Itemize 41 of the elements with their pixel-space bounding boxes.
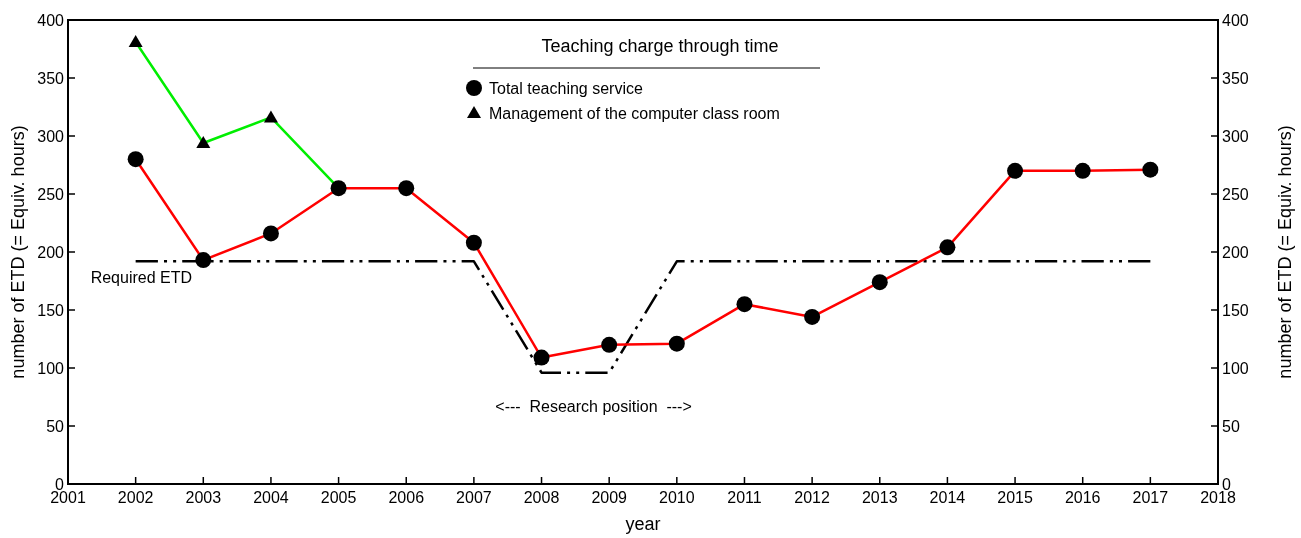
x-tick-label: 2002 <box>117 489 154 506</box>
y-tick-label: 200 <box>37 244 65 261</box>
x-tick-label: 2006 <box>388 489 425 506</box>
y2-tick-label: 150 <box>1222 302 1249 319</box>
y2-tick-label: 200 <box>1222 244 1249 261</box>
y-tick-label: 50 <box>46 418 65 435</box>
point <box>195 252 212 269</box>
y-tick-label: 300 <box>37 128 65 145</box>
y-axis-title: number of ETD (= Equiv. hours) <box>8 125 28 379</box>
y2-tick-label: 100 <box>1222 360 1249 377</box>
y2-tick-label: 300 <box>1222 128 1249 145</box>
x-tick-label: 2007 <box>456 489 492 506</box>
x-tick-label: 2012 <box>794 489 831 506</box>
x-tick-label: 2011 <box>727 489 762 506</box>
x-tick-label: 2013 <box>861 489 898 506</box>
x-tick-label: 2014 <box>929 489 966 506</box>
series-label: Required ETD <box>90 269 193 287</box>
x-tick-label: 2017 <box>1132 489 1169 506</box>
y2-axis-title: number of ETD (= Equiv. hours) <box>1275 125 1295 379</box>
x-tick-label: 2003 <box>185 489 222 506</box>
x-tick-label: 2009 <box>591 489 628 506</box>
legend-label: Total teaching service <box>489 80 643 97</box>
x-tick-label: 2016 <box>1064 489 1101 506</box>
legend-title: Teaching charge through time <box>541 36 779 56</box>
x-tick-label: 2005 <box>320 489 357 506</box>
y-tick-label: 350 <box>37 70 65 87</box>
x-axis-title: year <box>625 514 661 534</box>
y-tick-label: 400 <box>37 12 65 29</box>
x-tick-label: 2008 <box>523 489 560 506</box>
y-tick-label: 150 <box>37 302 65 319</box>
x-tick-label: 2010 <box>659 489 695 506</box>
x-tick-label: 2015 <box>997 489 1033 506</box>
y2-tick-label: 400 <box>1222 12 1249 29</box>
annotation: <--- Research position ---> <box>495 398 692 416</box>
y2-tick-label: 50 <box>1222 418 1240 435</box>
y-tick-label: 250 <box>37 186 65 203</box>
y-tick-label: 100 <box>37 360 65 377</box>
x-tick-label: 2004 <box>253 489 289 506</box>
y2-tick-label: 250 <box>1222 186 1249 203</box>
legend-label: Management of the computer class room <box>489 105 780 122</box>
y2-tick-label: 350 <box>1222 70 1249 87</box>
